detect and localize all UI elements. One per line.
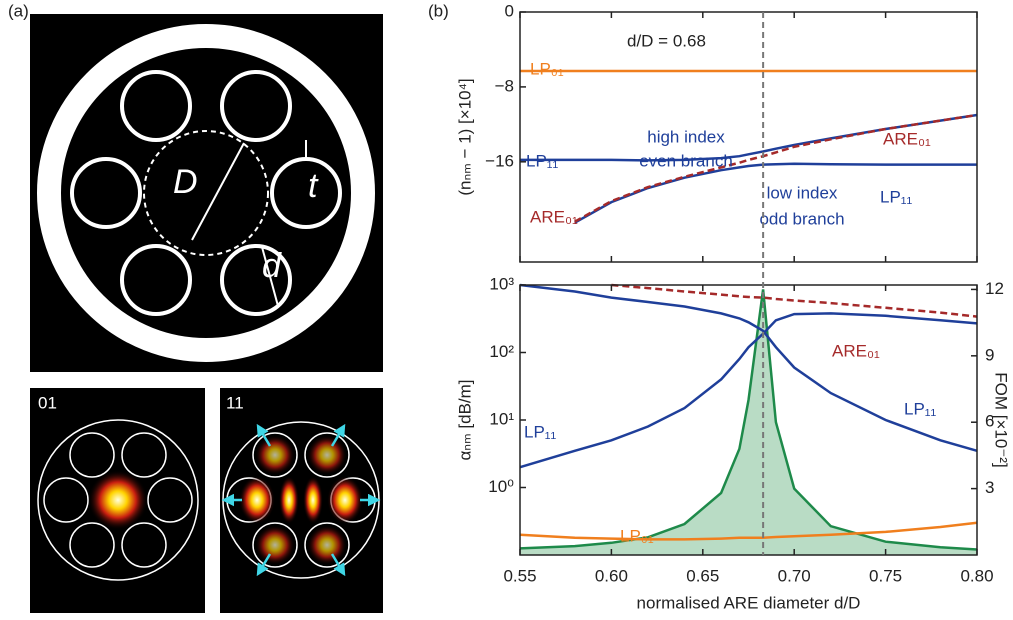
mode-label: 11	[226, 393, 244, 412]
mode-label: 01	[38, 393, 57, 412]
annotation: high index	[647, 127, 725, 146]
y-tick-label: −16	[485, 151, 514, 170]
x-tick-label: 0.75	[869, 566, 902, 585]
annotation: ARE₀₁	[883, 129, 931, 148]
y2-axis-label: FOM [×10⁻²]	[992, 372, 1011, 467]
y-tick-label: 10³	[489, 274, 514, 293]
annotation: LP₁₁	[880, 187, 913, 206]
fiber-background	[30, 14, 383, 372]
x-tick-label: 0.80	[960, 566, 993, 585]
y-tick-label: −8	[495, 76, 514, 95]
annotation: LP₀₁	[620, 526, 654, 545]
annotation: LP₁₁	[524, 422, 557, 441]
annotation: low index	[767, 183, 838, 202]
y-tick-label: 10¹	[489, 409, 514, 428]
figure: (a) D t d 01 11 (b) 0 −8 −16 (nₙₘ − 1) [×10…	[0, 0, 1013, 620]
annotation: ARE₀₁	[530, 207, 578, 226]
annotation: d/D = 0.68	[627, 31, 706, 50]
x-tick-label: 0.65	[686, 566, 719, 585]
annotation: LP₁₁	[904, 399, 937, 418]
y-axis-label: αₙₘ [dB/m]	[455, 379, 474, 460]
area	[520, 289, 977, 555]
label-d: d	[262, 247, 282, 285]
annotation: odd branch	[759, 209, 844, 228]
mode-spot	[88, 470, 148, 530]
annotation: ARE₀₁	[832, 341, 880, 360]
y-tick-label: 0	[505, 1, 514, 20]
y2-tick-label: 9	[985, 345, 994, 364]
annotation: LP₁₁	[526, 151, 559, 170]
y2-tick-label: 3	[985, 478, 994, 497]
x-axis-label: normalised ARE diameter d/D	[637, 593, 861, 612]
panel-label: (b)	[428, 1, 449, 20]
label-t: t	[308, 167, 319, 205]
x-tick-label: 0.60	[595, 566, 628, 585]
y-tick-label: 10²	[489, 342, 514, 361]
x-tick-label: 0.55	[503, 566, 536, 585]
y-tick-label: 10⁰	[488, 477, 514, 496]
x-tick-label: 0.70	[778, 566, 811, 585]
label-D: D	[173, 163, 198, 201]
y2-tick-label: 12	[985, 279, 1004, 298]
annotation: even branch	[639, 151, 733, 170]
y-axis-label: (nₙₘ − 1) [×10⁴]	[455, 78, 474, 195]
panel-label: (a)	[8, 1, 29, 20]
annotation: LP₀₁	[530, 59, 564, 78]
